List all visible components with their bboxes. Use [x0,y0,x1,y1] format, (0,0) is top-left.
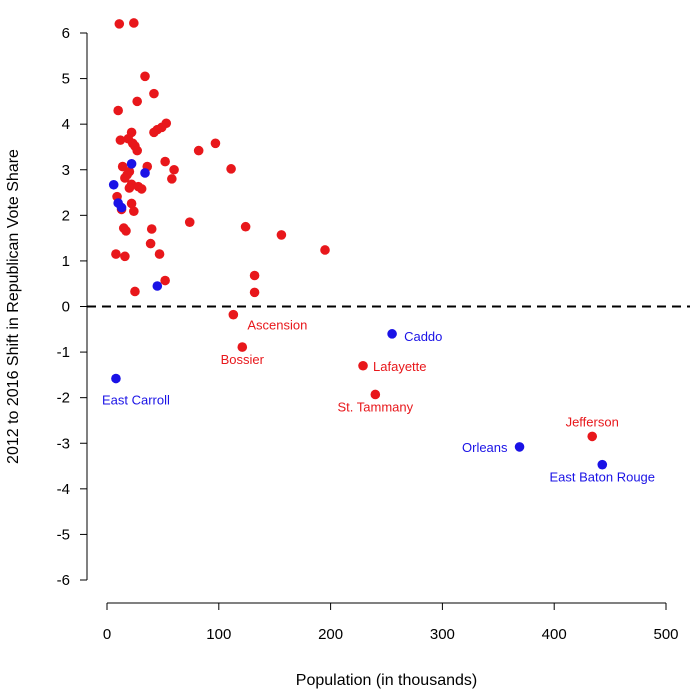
red-point [129,18,139,28]
x-tick-label: 300 [430,626,455,643]
point-label: Bossier [221,352,265,367]
red-point [358,360,368,371]
y-tick-label: 0 [62,299,70,316]
red-point [226,164,236,174]
red-point [160,156,170,167]
y-tick-label: -5 [57,526,70,543]
red-point [132,145,142,156]
red-point [249,287,260,298]
y-tick-label: -2 [57,390,70,407]
point-label: Ascension [247,318,307,333]
red-point [276,230,287,240]
blue-point [111,373,121,384]
blue-point [126,159,137,169]
blue-point [108,179,119,190]
red-point [132,96,142,107]
y-tick-label: -6 [57,572,70,589]
red-point [114,19,125,29]
blue-point [140,168,150,178]
red-point [121,226,131,236]
red-point [237,342,248,352]
red-point [136,184,147,194]
red-point [120,251,130,262]
point-label: East Carroll [102,393,170,408]
y-tick-label: 5 [62,71,70,88]
red-point [210,138,221,149]
y-tick-label: 1 [62,253,70,270]
x-axis: 0 100 200 300 400 500 [103,602,679,643]
y-tick-label: -3 [57,435,70,452]
point-label: St. Tammany [338,399,414,414]
point-label: Lafayette [373,359,427,374]
y-tick-label: -4 [57,481,70,498]
red-point [160,275,170,286]
red-point [169,164,179,175]
x-axis-title: Population (in thousands) [296,672,477,689]
y-tick-label: 3 [62,162,70,179]
blue-point [597,459,608,470]
x-tick-label: 200 [318,626,343,643]
red-point [146,224,157,234]
point-label: Caddo [404,329,442,344]
point-label: East Baton Rouge [550,470,656,485]
red-point [320,245,330,255]
red-point [154,249,165,259]
red-point [249,270,260,281]
red-point [113,105,123,116]
red-point [184,217,195,227]
x-tick-label: 400 [542,626,567,643]
red-point [115,135,126,145]
red-point [129,206,139,217]
red-point [124,183,135,193]
red-point [228,309,239,320]
red-point [140,71,150,82]
blue-point [116,202,127,213]
y-axis-title: 2012 to 2016 Shift in Republican Vote Sh… [5,149,22,464]
x-tick-label: 500 [653,626,678,643]
red-point [117,161,128,172]
x-tick-label: 0 [103,626,111,643]
red-point [370,389,381,400]
red-point [120,173,130,183]
blue-point [514,442,525,452]
y-tick-label: 2 [62,207,70,224]
red-point [149,127,159,138]
data-points [108,18,608,470]
point-label: Orleans [462,440,508,455]
x-tick-label: 100 [206,626,231,643]
point-labels: Ascension Bossier Lafayette St. Tammany Jeff… [102,318,655,485]
blue-point [152,281,163,291]
point-label: Jefferson [566,414,619,429]
y-axis: -6 -5 -4 -3 -2 -1 0 1 2 3 4 5 6 [57,25,88,589]
red-point [126,198,137,209]
red-point [587,431,598,442]
red-point [193,145,204,156]
red-point [111,249,121,259]
red-point [149,88,159,99]
red-point [240,221,251,232]
red-point [130,286,140,297]
red-point [145,238,156,249]
y-tick-label: 6 [62,25,70,42]
y-tick-label: 4 [62,116,70,133]
blue-point [387,329,397,339]
y-tick-label: -1 [57,344,70,361]
red-point [167,174,177,184]
